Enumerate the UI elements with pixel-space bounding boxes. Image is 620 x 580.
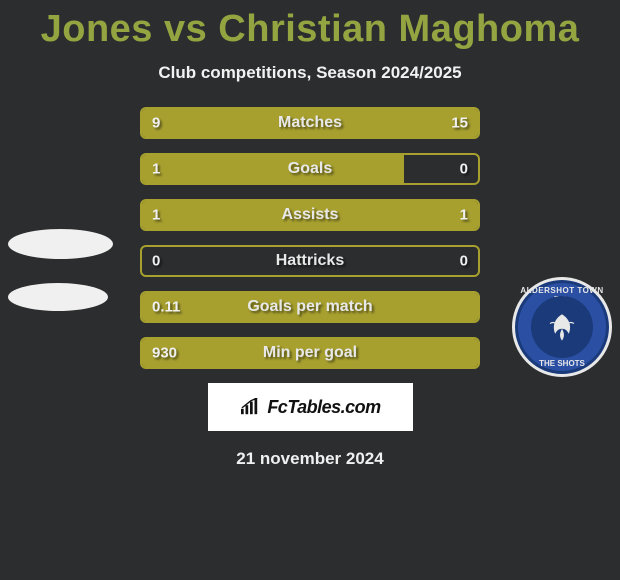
date-label: 21 november 2024 — [0, 449, 620, 469]
stat-value-left: 9 — [152, 115, 160, 132]
page-title: Jones vs Christian Maghoma — [0, 0, 620, 51]
stat-value-left: 0 — [152, 253, 160, 270]
stat-fill-right — [268, 109, 478, 137]
stat-fill-right — [310, 201, 478, 229]
stat-value-left: 1 — [152, 161, 160, 178]
stat-row: 1Assists1 — [140, 199, 480, 231]
stat-label: Hattricks — [142, 252, 478, 270]
stat-value-right: 1 — [460, 207, 468, 224]
stat-value-right: 0 — [460, 253, 468, 270]
stat-fill-left — [142, 339, 478, 367]
phoenix-icon — [545, 310, 579, 344]
stat-value-right: 15 — [451, 115, 468, 132]
stat-fill-left — [142, 109, 268, 137]
crest-inner-circle — [531, 296, 593, 358]
stat-row: 9Matches15 — [140, 107, 480, 139]
stat-row: 930Min per goal — [140, 337, 480, 369]
left-team-badge-placeholder-2 — [8, 283, 108, 311]
stat-fill-left — [142, 293, 478, 321]
left-team-badge-placeholder-1 — [8, 229, 113, 259]
brand-text: FcTables.com — [267, 397, 380, 418]
right-team-crest: ALDERSHOT TOWN F.C. THE SHOTS — [512, 277, 612, 377]
crest-text-bottom: THE SHOTS — [515, 359, 609, 368]
stat-row: 0.11Goals per match — [140, 291, 480, 323]
stat-fill-left — [142, 155, 404, 183]
brand-chart-icon — [239, 398, 261, 416]
stat-value-left: 1 — [152, 207, 160, 224]
stat-fill-left — [142, 201, 310, 229]
stat-value-left: 0.11 — [152, 299, 180, 316]
comparison-chart: ALDERSHOT TOWN F.C. THE SHOTS 9Matches15… — [0, 107, 620, 369]
stat-value-right: 0 — [460, 161, 468, 178]
brand-badge: FcTables.com — [208, 383, 413, 431]
stat-row: 1Goals0 — [140, 153, 480, 185]
subtitle: Club competitions, Season 2024/2025 — [0, 63, 620, 83]
stat-row: 0Hattricks0 — [140, 245, 480, 277]
stat-value-left: 930 — [152, 345, 177, 362]
